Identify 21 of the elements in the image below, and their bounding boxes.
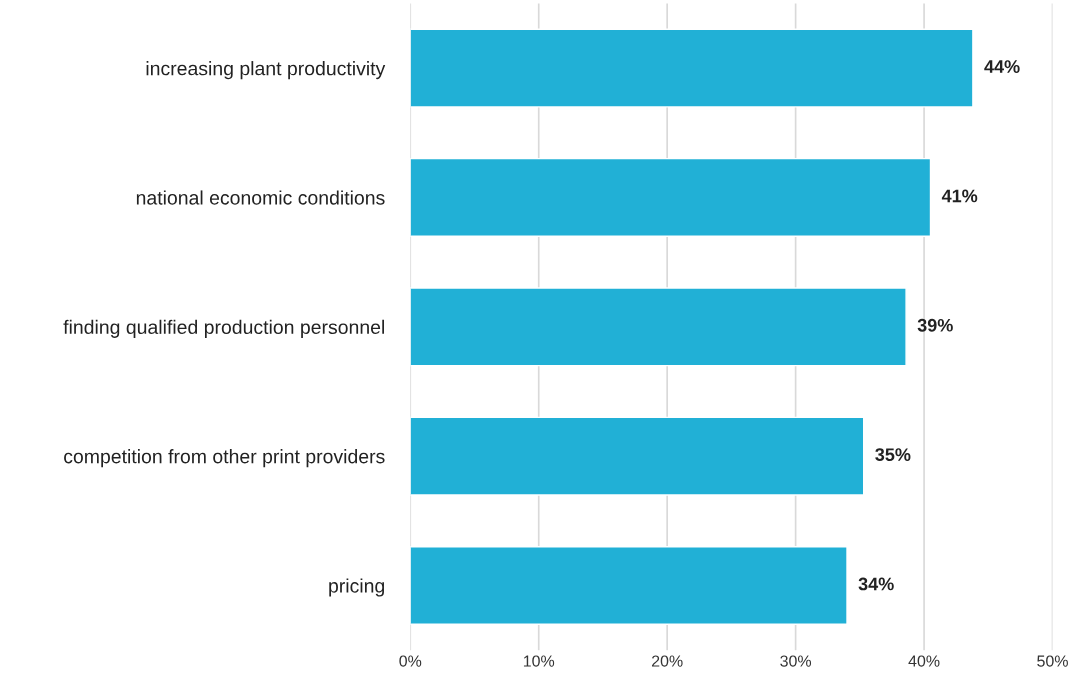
x-tick-label: 10%: [523, 655, 555, 667]
data-label: 34%: [858, 577, 894, 591]
y-tick-label: competition from other print providers: [64, 449, 385, 468]
y-tick-label: pricing: [329, 578, 385, 597]
data-label: 39%: [917, 318, 953, 332]
bar: [410, 545, 848, 625]
data-label: 41%: [941, 189, 978, 203]
x-tick-label: 40%: [908, 655, 940, 667]
x-tick-label: 20%: [651, 655, 683, 667]
x-tick-label: 30%: [780, 655, 812, 667]
bar: [410, 287, 907, 367]
x-tick-label: 50%: [1037, 655, 1068, 667]
x-tick-label: 0%: [399, 655, 422, 667]
bar: [410, 157, 932, 237]
y-tick-label: finding qualified production personnel: [63, 319, 384, 338]
bar: [410, 28, 974, 108]
y-tick-label: national economic conditions: [136, 190, 385, 205]
bar: [410, 416, 865, 496]
y-tick-label: increasing plant productivity: [146, 61, 386, 80]
data-label: 35%: [875, 448, 911, 462]
data-label: 44%: [984, 60, 1020, 73]
